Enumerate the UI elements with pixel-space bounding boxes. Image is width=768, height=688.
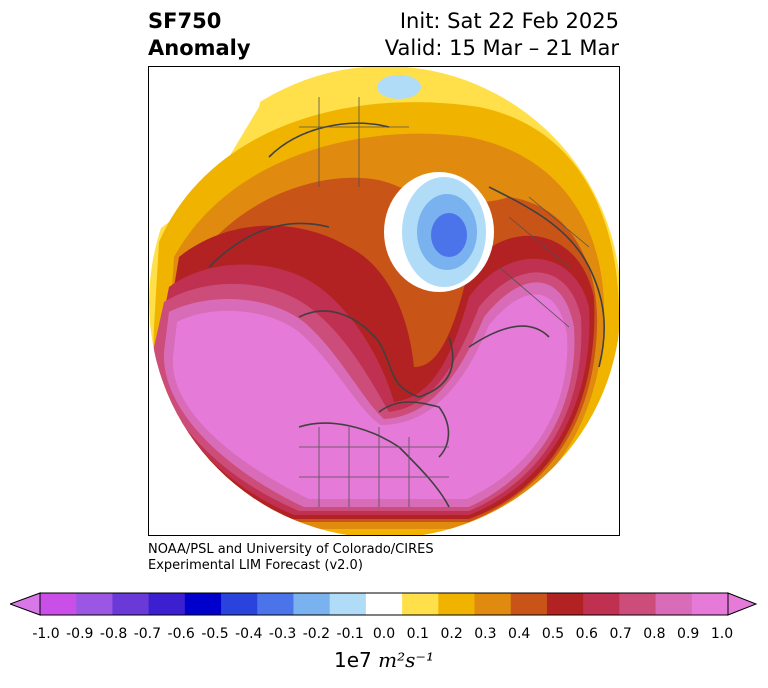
colorbar-tick-label: 0.4 [508,626,531,642]
units-prefix: 1e7 [334,648,372,672]
colorbar-segment [112,593,150,615]
colorbar-segment [474,593,512,615]
colorbar-tick-label: 0.3 [474,626,497,642]
credit-line-2: Experimental LIM Forecast (v2.0) [148,558,363,573]
colorbar-tick-label: -1.0 [32,626,60,642]
colorbar-segment [293,593,331,615]
colorbar-segment [365,593,403,615]
colorbar-tick-label: 0.7 [609,626,632,642]
colorbar-segment [76,593,113,615]
anomaly-contour-0.9 [172,294,568,499]
units-label: m²s⁻¹ [378,648,434,672]
colorbar-tick-label: 1.0 [710,626,734,642]
colorbar-over-arrow [727,592,758,616]
colorbar-tick-label: 0.1 [406,626,429,642]
colorbar-tick-label: -0.7 [133,626,162,642]
colorbar-ticks: -1.0 -0.9 -0.8 -0.7 -0.6 -0.5 -0.4 -0.3 -0.2 -0.1… [0,626,768,646]
colorbar-segment [40,593,77,615]
title-line-1: SF750 [148,9,222,33]
valid-range: Valid: 15 Mar – 21 Mar [384,36,619,60]
colorbar-tick-label: -0.3 [268,626,297,642]
colorbar-segment [184,593,222,615]
anomaly-contour-neg-0.3 [431,213,467,257]
colorbar-tick-label: -0.4 [235,626,263,642]
title-line-2: Anomaly [148,36,251,60]
colorbar-tick-label: 0.5 [541,626,565,642]
colorbar-segment [691,593,729,615]
credit-text: NOAA/PSL and University of Colorado/CIRE… [148,542,434,574]
colorbar-segment [221,593,258,615]
init-date: Init: Sat 22 Feb 2025 [399,9,619,33]
colorbar-segment [438,593,476,615]
colorbar-segment [257,593,294,615]
colorbar-tick-label: -0.2 [302,626,331,642]
colorbar-units: 1e7 m²s⁻¹ [0,648,768,672]
colorbar-tick-label: -0.9 [66,626,94,642]
credit-line-1: NOAA/PSL and University of Colorado/CIRE… [148,542,434,557]
borders [299,97,590,507]
colorbar-tick-label: 0.9 [677,626,700,642]
colorbar-tick-label: 0.6 [575,626,598,642]
colorbar-segment [619,593,657,615]
colorbar-segment [148,593,186,615]
colorbar-tick-label: -0.6 [167,626,195,642]
colorbar-under-arrow [10,592,41,616]
colorbar-frame [39,592,729,616]
colorbar-tick-label: 0.8 [643,626,666,642]
colorbar-tick-label: -0.8 [99,626,128,642]
colorbar-segment [655,593,693,615]
anomaly-map-svg [149,67,619,535]
chart-title: SF750 Anomaly [148,8,251,62]
colorbar-segment [329,593,367,615]
colorbar-tick-label: -0.1 [336,626,364,642]
colorbar-segment [510,593,548,615]
colorbar [10,592,758,616]
colorbar-tick-label: -0.5 [201,626,229,642]
colorbar-tick-label: 0.2 [440,626,463,642]
colorbar-segment [402,593,439,615]
colorbar-segment [583,593,620,615]
polar-map [148,66,620,536]
anomaly-contour-neg-0.1-top [377,75,421,99]
chart-subtitle: Init: Sat 22 Feb 2025 Valid: 15 Mar – 21… [385,8,619,62]
colorbar-segment [546,593,584,615]
colorbar-tick-label: 0.0 [372,626,396,642]
